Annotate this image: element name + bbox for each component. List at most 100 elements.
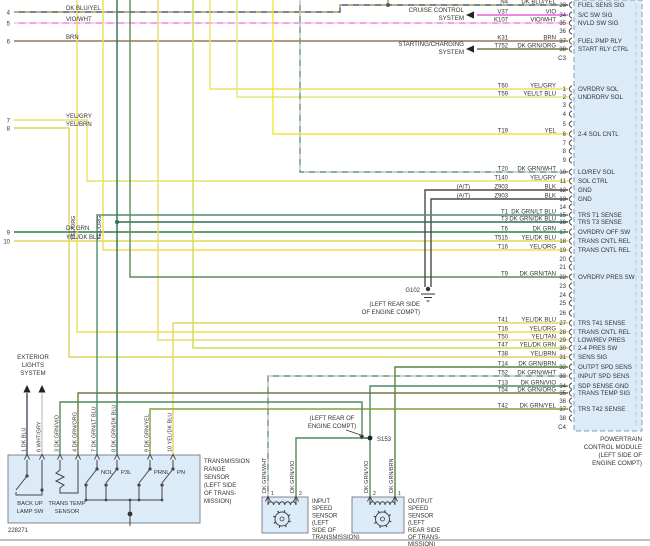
junction-dot: [367, 435, 373, 441]
circuit-id-label: T140: [494, 175, 508, 181]
wire-trs-t42: [149, 408, 568, 455]
pin-number: 12: [559, 188, 566, 194]
range-sensor-wire-label: 3 DK GRN/VIO: [55, 414, 61, 452]
sensor-gear-tooth: [273, 515, 276, 518]
pin-terminal-icon: [568, 130, 573, 138]
sensor-gear-icon: [274, 511, 290, 527]
pin-terminal-icon: [568, 45, 573, 53]
cruise-system-label: CRUISE CONTROL: [409, 7, 465, 14]
circuit-id-label: T1: [501, 209, 509, 215]
left-line-color-label: VIO/WHT: [66, 17, 92, 23]
pin-signal-label: FUEL PMP RLY: [578, 38, 622, 45]
splice-location-label: (LEFT REAR OF: [310, 416, 355, 422]
pin-terminal-icon: [568, 336, 573, 344]
terminal-arrow-icon: [57, 453, 63, 460]
wire-color-label: YEL: [545, 128, 557, 134]
sensor-gear-tooth: [383, 510, 386, 513]
pin-number: 9: [563, 158, 567, 164]
pin-number: 11: [560, 179, 567, 185]
pin-signal-label: LO/REV SOL: [578, 169, 615, 176]
pin-number: 20: [559, 257, 566, 263]
sensor-gear-tooth: [377, 510, 380, 514]
splice-leader-arrow-icon: [359, 435, 364, 440]
wire-color-label: YEL/GRY: [530, 175, 556, 181]
wire-input-return: [295, 437, 370, 497]
terminal-arrow-icon: [114, 453, 120, 460]
left-line-number: 6: [7, 39, 11, 45]
pin-terminal-icon: [568, 255, 573, 263]
pin-terminal-icon: [568, 101, 573, 109]
sensor-wire-label: DK GRN/VIO: [364, 460, 370, 493]
speed-sensor-name-label: SPEED: [408, 506, 429, 512]
wire-color-label: DK GRN/BRN: [518, 361, 556, 367]
wire-trs-t1: [96, 214, 568, 455]
wire-color-label: YEL/DK BLU: [521, 235, 556, 241]
pin-terminal-icon: [568, 382, 573, 390]
pin-number: 36: [559, 399, 566, 405]
pin-signal-label: OUTPT SPD SENS: [578, 364, 632, 371]
range-sensor-name-label: TRANSMISSION: [204, 459, 250, 465]
speed-sensor-name-label: REAR SIDE: [408, 528, 440, 534]
terminal-arrow-icon: [147, 453, 153, 460]
speed-sensor-name-label: SENSOR: [408, 513, 434, 519]
splice-location-label: ENGINE COMPT): [308, 424, 356, 430]
wire-24-sol: [272, 0, 568, 135]
pin-signal-label: S/C SW SIG: [578, 12, 613, 19]
sensor-gear-hub: [279, 516, 285, 522]
sensor-gear-tooth: [379, 525, 382, 528]
range-sensor-name-label: RANGE: [204, 467, 225, 473]
junction-dot: [137, 498, 141, 502]
pin-number: 19: [559, 248, 566, 254]
wire-gnd-13: [430, 198, 568, 287]
pin-terminal-icon: [568, 372, 573, 380]
range-switch-label: NOL: [101, 470, 114, 476]
pin-terminal-icon: [568, 328, 573, 336]
sensor-gear-tooth: [385, 524, 388, 528]
circuit-id-label: T3: [501, 216, 509, 222]
pin-terminal-icon: [568, 195, 573, 203]
circuit-id-label: T47: [498, 342, 509, 348]
sensor-pin-number: 1: [271, 491, 274, 497]
pcm-name-label: CONTROL MODULE: [584, 444, 642, 451]
sensor-wire-label: DK GRN/BRN: [389, 458, 395, 493]
left-line-color-label: YEL/BRN: [66, 122, 92, 128]
wire-fuel-sens: [14, 4, 568, 13]
wire-color-label: YEL/LT BLU: [523, 91, 556, 97]
exterior-lights-label: LIGHTS: [22, 362, 44, 369]
pin-terminal-icon: [568, 93, 573, 101]
range-switch-label: P3L: [121, 470, 132, 476]
pin-signal-label: TRANS CNTL REL: [578, 238, 631, 245]
pin-terminal-icon: [568, 147, 573, 155]
pin-signal-label: FUEL SENS SIG: [578, 2, 625, 9]
left-line-number: 4: [7, 10, 11, 16]
pin-number: 33: [559, 374, 566, 380]
left-line-number: 10: [3, 239, 10, 245]
pin-terminal-icon: [568, 291, 573, 299]
sensor-pin-number: 2: [373, 491, 376, 497]
circuit-id-label: T50: [498, 334, 509, 340]
circuit-id-label: T42: [498, 403, 509, 409]
pin-terminal-icon: [568, 397, 573, 405]
circuit-id-label: Z903: [494, 193, 508, 199]
wire-trans-cntl-28: [76, 0, 568, 333]
pcm-box: [573, 0, 643, 432]
left-line-number: 9: [7, 230, 11, 236]
backup-lamp-sw-label: LAMP SW: [17, 509, 44, 515]
pin-number: 27: [559, 321, 566, 327]
wire-sdp-gnd: [369, 385, 568, 438]
range-sensor-wire-label: 10 YEL/DK BLU: [168, 413, 174, 452]
pin-number: 30: [559, 346, 566, 352]
range-switch-label: PN: [177, 470, 185, 476]
wire-color-label: DK GRN/VIO: [521, 380, 557, 386]
pin-number: 5: [563, 122, 567, 128]
sensor-gear-tooth: [277, 510, 280, 514]
pin-terminal-icon: [568, 177, 573, 185]
junction-dot: [84, 498, 88, 502]
pin-number: 4: [563, 112, 567, 118]
wire-color-label: DK GRN/DK BLU: [509, 216, 556, 222]
switch-blade: [161, 468, 174, 484]
left-line-number: 5: [7, 21, 11, 27]
pin-terminal-icon: [568, 168, 573, 176]
left-line-color-label: YEL/GRY: [66, 114, 92, 120]
speed-sensor-name-label: SENSOR: [312, 513, 338, 519]
